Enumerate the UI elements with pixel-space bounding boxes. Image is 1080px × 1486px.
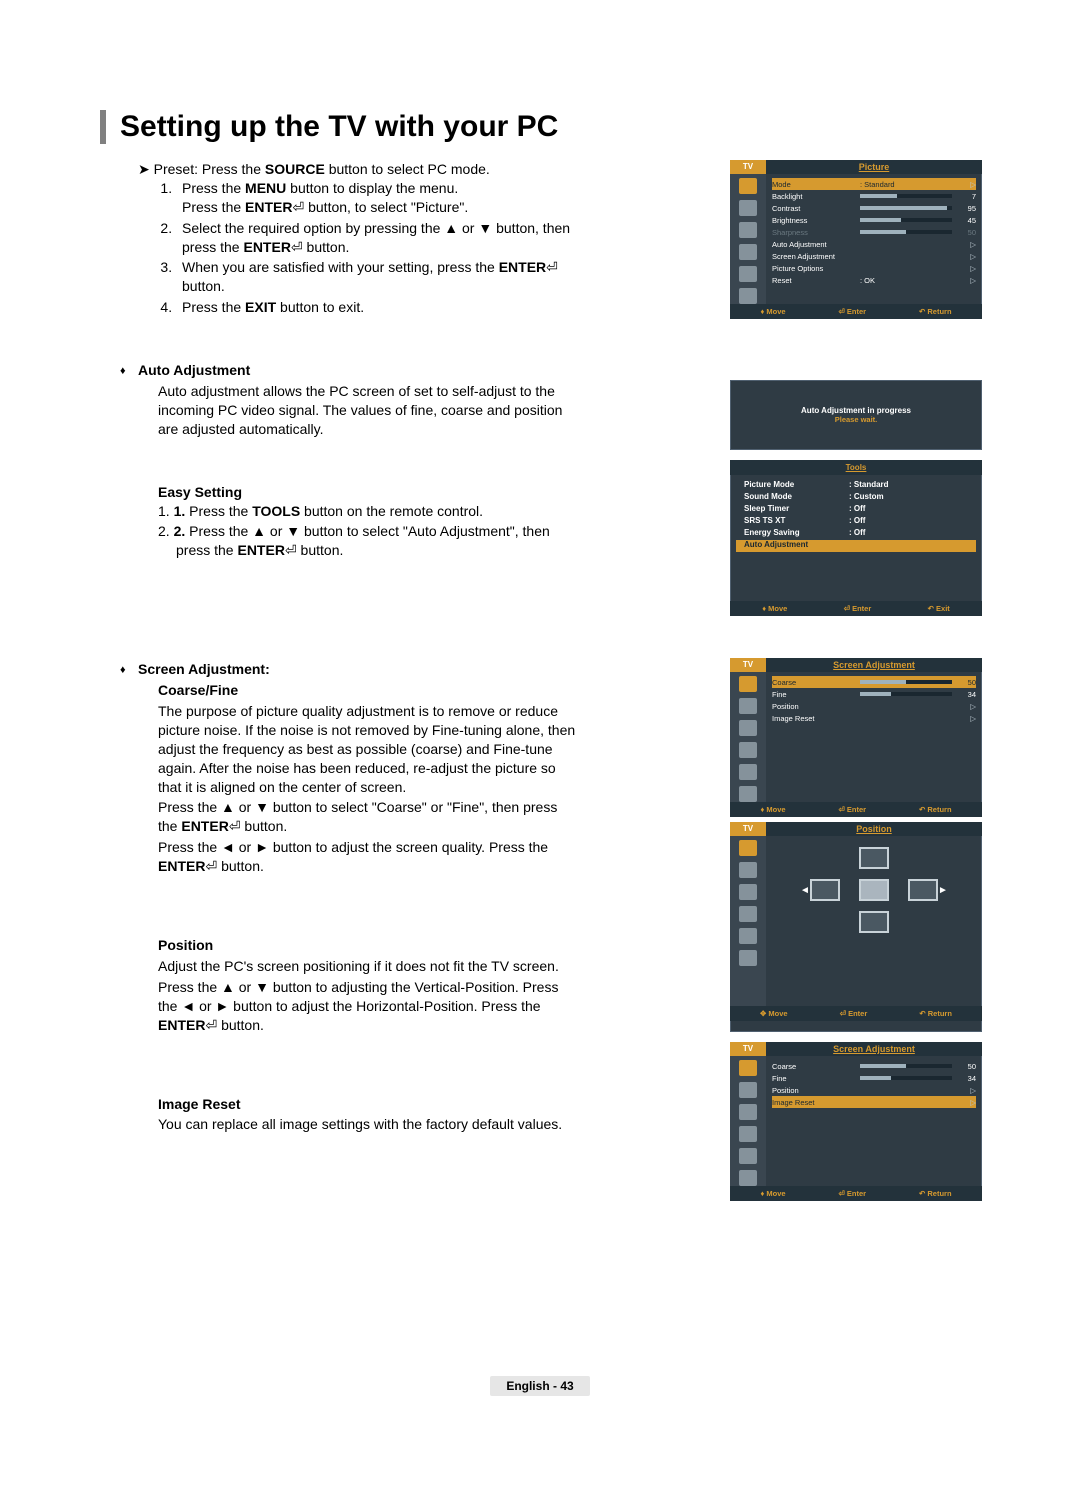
coarse-fine-body: The purpose of picture quality adjustmen… bbox=[158, 702, 580, 796]
title-bar: Setting up the TV with your PC bbox=[100, 110, 980, 144]
osd-icon bbox=[739, 840, 757, 856]
osd-icon bbox=[739, 178, 757, 194]
screen-adjustment-heading: Screen Adjustment: bbox=[138, 660, 580, 679]
osd-icon bbox=[739, 1082, 757, 1098]
osd-screen-adj-2: TV Screen Adjustment Coarse50 Fine34 Pos… bbox=[730, 1042, 982, 1201]
pos-down-box bbox=[859, 911, 889, 933]
osd-icon bbox=[739, 698, 757, 714]
auto-adj-line1: Auto Adjustment in progress bbox=[736, 406, 976, 415]
osd-icon bbox=[739, 862, 757, 878]
image-reset-body: You can replace all image settings with … bbox=[158, 1115, 580, 1134]
position-grid: ◄ ► bbox=[766, 836, 982, 1006]
step-1: Press the MENU button to display the men… bbox=[176, 179, 580, 217]
osd-icon bbox=[739, 1104, 757, 1120]
step-3: When you are satisfied with your setting… bbox=[176, 258, 580, 296]
pos-up-box bbox=[859, 847, 889, 869]
easy-setting-steps: 1. Press the TOOLS button on the remote … bbox=[158, 502, 580, 561]
osd-picture-items: Mode: Standard▷ Backlight7 Contrast95 Br… bbox=[766, 174, 982, 304]
osd-position-menu: TV Position ◄ ► bbox=[730, 822, 982, 1032]
osd-icon bbox=[739, 928, 757, 944]
page-title: Setting up the TV with your PC bbox=[120, 110, 980, 144]
osd-icon bbox=[739, 288, 757, 304]
osd-icon bbox=[739, 1126, 757, 1142]
auto-adjustment-heading: Auto Adjustment bbox=[138, 361, 580, 380]
osd-picture-menu: TV Picture Mode: Standard▷ Backlight7 Co… bbox=[730, 160, 982, 319]
step-4: Press the EXIT button to exit. bbox=[176, 298, 580, 317]
osd-icon bbox=[739, 266, 757, 282]
step-2: Select the required option by pressing t… bbox=[176, 219, 580, 257]
page-number: English - 43 bbox=[490, 1376, 589, 1396]
position-body: Adjust the PC's screen positioning if it… bbox=[158, 957, 580, 976]
intro-steps: Press the MENU button to display the men… bbox=[176, 179, 580, 317]
page-footer: English - 43 bbox=[0, 1376, 1080, 1396]
position-body-b: Press the ▲ or ▼ button to adjusting the… bbox=[158, 978, 580, 1035]
osd-icon bbox=[739, 764, 757, 780]
osd-icon bbox=[739, 906, 757, 922]
osd-icon bbox=[739, 786, 757, 802]
osd-screen-adj-1: TV Screen Adjustment Coarse50 Fine34 Pos… bbox=[730, 658, 982, 817]
osd-icon bbox=[739, 1148, 757, 1164]
osd-picture-title: Picture bbox=[766, 160, 982, 174]
pos-center-box bbox=[859, 879, 889, 901]
osd-icon bbox=[739, 244, 757, 260]
easy-step-2: 2. Press the ▲ or ▼ button to select "Au… bbox=[176, 522, 580, 560]
osd-auto-adjustment-msg: Auto Adjustment in progress Please wait. bbox=[730, 380, 982, 450]
osd-sidebar-icons bbox=[730, 174, 766, 304]
coarse-fine-body-b: Press the ▲ or ▼ button to select "Coars… bbox=[158, 798, 580, 836]
osd-icon bbox=[739, 720, 757, 736]
pos-left-box bbox=[810, 879, 840, 901]
preset-text: Preset: Press the SOURCE button to selec… bbox=[158, 160, 580, 179]
easy-setting-heading: Easy Setting bbox=[158, 483, 580, 502]
coarse-fine-heading: Coarse/Fine bbox=[158, 681, 580, 700]
osd-icon bbox=[739, 950, 757, 966]
easy-step-1: 1. Press the TOOLS button on the remote … bbox=[176, 502, 580, 521]
osd-tv-tab: TV bbox=[730, 160, 766, 174]
osd-icon bbox=[739, 222, 757, 238]
auto-adjustment-body: Auto adjustment allows the PC screen of … bbox=[158, 382, 580, 439]
tools-title: Tools bbox=[730, 460, 982, 475]
osd-icon bbox=[739, 676, 757, 692]
osd-icon bbox=[739, 1170, 757, 1186]
pos-right-box bbox=[908, 879, 938, 901]
coarse-fine-body-c: Press the ◄ or ► button to adjust the sc… bbox=[158, 838, 580, 876]
image-reset-heading: Image Reset bbox=[158, 1095, 580, 1114]
osd-icon bbox=[739, 1060, 757, 1076]
osd-icon bbox=[739, 742, 757, 758]
position-heading: Position bbox=[158, 936, 580, 955]
osd-icon bbox=[739, 884, 757, 900]
osd-tools-menu: Tools Picture Mode: Standard Sound Mode:… bbox=[730, 460, 982, 616]
auto-adj-line2: Please wait. bbox=[736, 415, 976, 424]
osd-icon bbox=[739, 200, 757, 216]
content-area: Preset: Press the SOURCE button to selec… bbox=[100, 160, 580, 1134]
